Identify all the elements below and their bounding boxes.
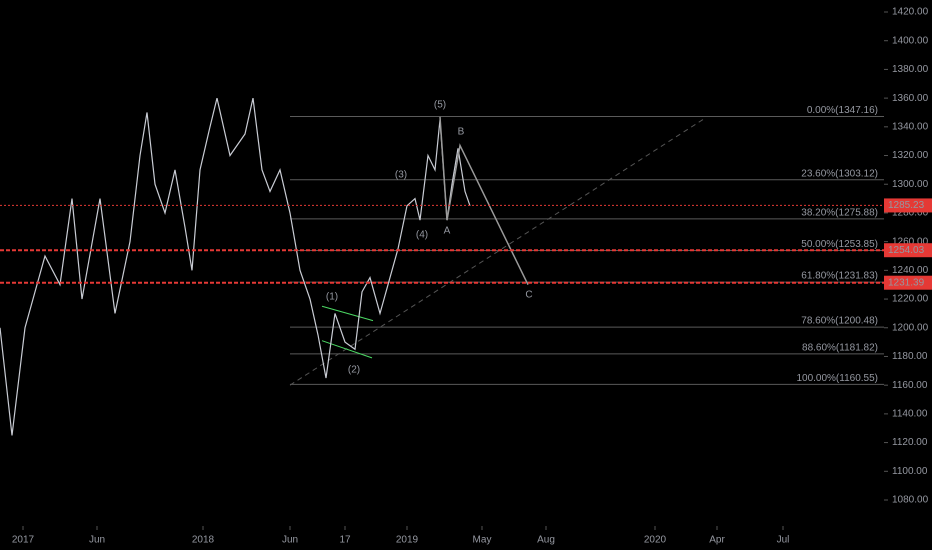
x-tick-label: Apr [709,535,725,546]
y-tick-label: 1160.00 [892,380,928,391]
wave-label: (2) [348,365,360,376]
fib-label: 61.80%(1231.83) [801,271,878,282]
wave-label: (1) [326,292,338,303]
price-tag [884,275,932,290]
y-tick-label: 1140.00 [892,409,928,420]
y-tick-label: 1320.00 [892,150,929,161]
wave-label: A [444,226,451,237]
y-tick-label: 1120.00 [892,437,928,448]
x-tick-label: 2018 [192,535,215,546]
y-tick-label: 1080.00 [892,495,929,506]
price-tag-label: 1254.03 [888,245,925,256]
fib-label: 88.60%(1181.82) [802,342,878,353]
x-tick-label: 17 [339,535,351,546]
x-tick-label: Jul [777,535,790,546]
wave-label: (4) [416,230,428,241]
trend-line [289,117,706,386]
abc-path [439,116,529,286]
channel-line [321,305,374,322]
y-tick-label: 1200.00 [892,322,929,333]
x-tick-label: Jun [282,535,298,546]
fib-label: 50.00%(1253.85) [801,239,878,250]
price-tag [884,243,932,258]
x-tick-label: Aug [537,535,555,546]
y-tick-label: 1100.00 [892,466,928,477]
y-tick-label: 1420.00 [892,7,929,18]
x-tick-label: 2019 [396,535,419,546]
y-tick-label: 1280.00 [892,208,929,219]
y-tick-label: 1380.00 [892,64,929,75]
fib-label: 0.00%(1347.16) [807,105,878,116]
fib-label: 23.60%(1303.12) [801,168,878,179]
price-tag-label: 1285.23 [888,200,925,211]
wave-label: (5) [434,100,446,111]
y-tick-label: 1300.00 [892,179,929,190]
y-tick-label: 1360.00 [892,93,929,104]
x-tick-label: May [473,535,492,546]
wave-label: (3) [395,170,407,181]
price-line [0,97,471,436]
y-tick-label: 1220.00 [892,294,929,305]
y-tick-label: 1400.00 [892,35,929,46]
price-tag-label: 1231.39 [888,277,925,288]
fib-label: 78.60%(1200.48) [801,316,878,327]
x-tick-label: 2020 [644,535,667,546]
x-tick-label: 2017 [12,535,35,546]
y-axis-panel [884,0,932,550]
fib-label: 38.20%(1275.88) [801,207,878,218]
y-tick-label: 1240.00 [892,265,929,276]
y-tick-label: 1180.00 [892,351,928,362]
wave-label: C [525,290,532,301]
y-tick-label: 1340.00 [892,121,929,132]
wave-label: B [458,127,465,138]
fib-label: 100.00%(1160.55) [796,373,878,384]
price-tag [884,198,932,213]
y-tick-label: 1260.00 [892,236,929,247]
x-tick-label: Jun [89,535,105,546]
